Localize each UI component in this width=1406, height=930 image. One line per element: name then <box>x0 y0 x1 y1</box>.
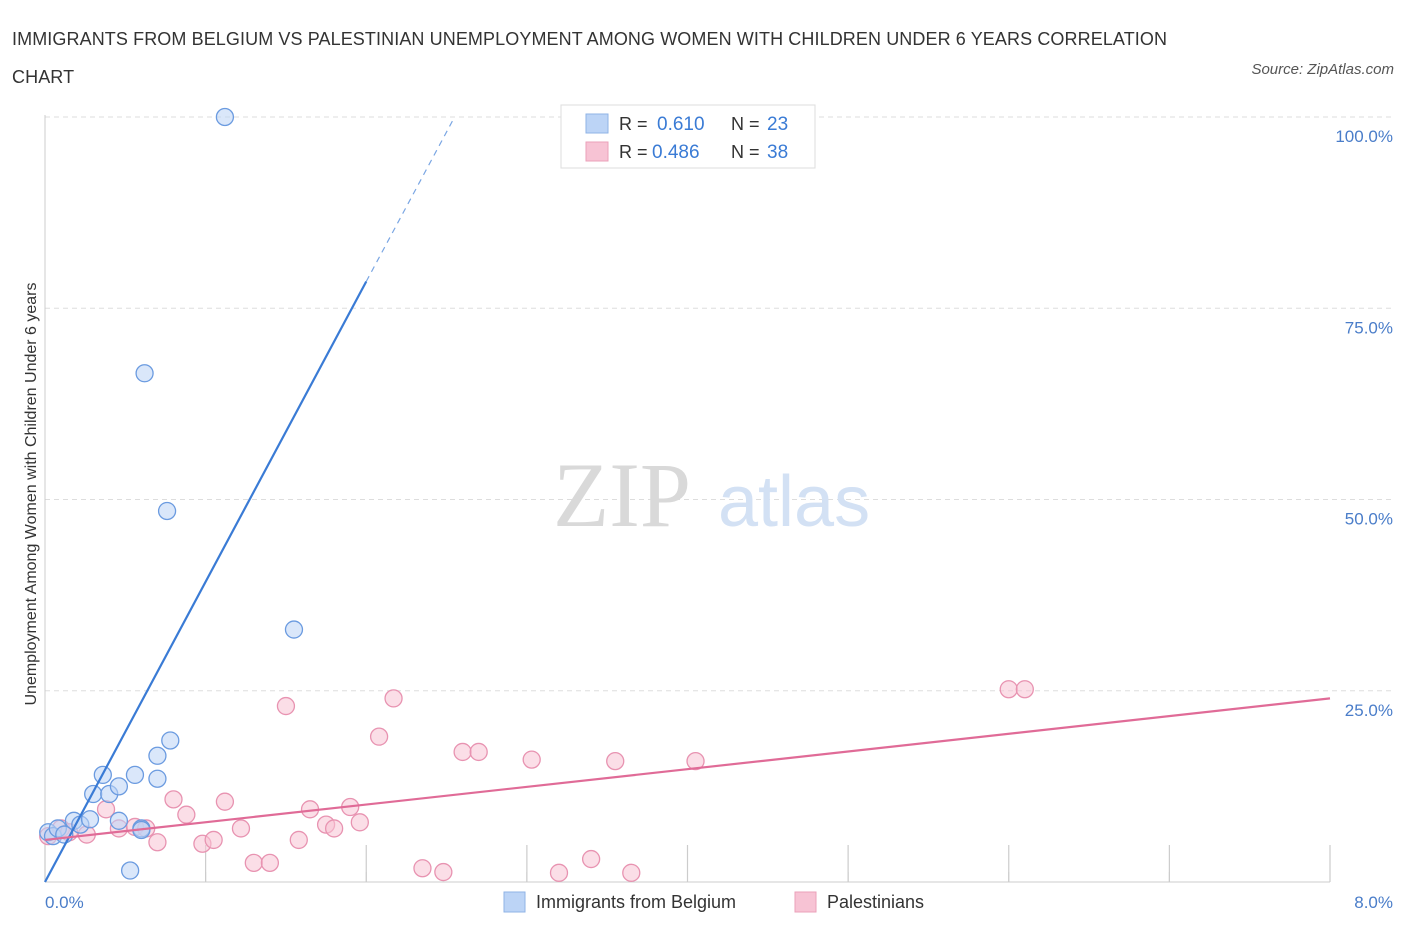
palestinians-point <box>369 727 389 746</box>
belgium-point <box>125 765 145 785</box>
palestinians-point <box>324 819 344 838</box>
palestinians-point <box>204 830 223 850</box>
stats-n-label-palestinians: N = <box>731 142 760 162</box>
palestinians-point <box>350 813 369 832</box>
belgium-point <box>157 501 177 521</box>
belgium-point <box>284 620 304 639</box>
palestinians-point <box>413 859 432 878</box>
stats-n-label-belgium: N = <box>731 114 760 134</box>
palestinians-point <box>434 862 453 882</box>
stats-r-label-palestinians: R = <box>619 142 648 162</box>
legend-label-palestinians: Palestinians <box>827 892 924 912</box>
x-axis-ticks <box>44 845 1331 882</box>
palestinians-point <box>606 751 625 771</box>
palestinians-point <box>260 853 280 873</box>
palestinians-point <box>999 680 1018 699</box>
belgium-point <box>109 777 129 796</box>
y-tick-label: 50.0% <box>1345 510 1393 529</box>
source-label: Source: ZipAtlas.com <box>1251 61 1394 78</box>
belgium-point <box>161 731 180 750</box>
stats-r-label-belgium: R = <box>619 114 648 134</box>
chart-title: IMMIGRANTS FROM BELGIUM VS PALESTINIAN U… <box>12 29 1168 87</box>
belgium-trend-extension <box>365 116 456 282</box>
belgium-point <box>120 861 140 880</box>
x-tick-label-max: 8.0% <box>1354 893 1393 912</box>
palestinians-points <box>39 680 1034 882</box>
stats-r-value-palestinians: 0.486 <box>652 142 700 163</box>
stats-swatch-belgium <box>585 113 609 134</box>
trend-lines <box>44 116 1331 883</box>
watermark-atlas: atlas <box>718 462 870 542</box>
stats-n-value-palestinians: 38 <box>767 142 788 163</box>
stats-n-value-belgium: 23 <box>767 114 788 135</box>
belgium-trend-line <box>44 280 368 883</box>
belgium-point <box>80 810 100 829</box>
palestinians-point <box>549 863 569 882</box>
y-tick-label: 25.0% <box>1345 701 1393 720</box>
palestinians-point <box>164 790 183 809</box>
legend-label-belgium: Immigrants from Belgium <box>536 892 736 912</box>
palestinians-point <box>453 742 472 762</box>
belgium-point <box>215 107 235 127</box>
belgium-points <box>39 107 304 880</box>
y-tick-label: 100.0% <box>1335 127 1393 146</box>
series-legend: Immigrants from Belgium Palestinians <box>503 891 924 913</box>
palestinians-point <box>148 833 167 852</box>
palestinians-point <box>276 696 296 716</box>
y-tick-labels: 25.0% 50.0% 75.0% 100.0% <box>1335 127 1393 720</box>
stats-legend: R = 0.610 N = 23 R = 0.486 N = 38 <box>560 104 816 169</box>
palestinians-point <box>231 819 251 838</box>
legend-swatch-belgium <box>503 891 526 913</box>
palestinians-point <box>177 805 196 824</box>
x-tick-label-min: 0.0% <box>45 893 84 912</box>
palestinians-point <box>244 853 263 873</box>
belgium-point <box>135 364 154 383</box>
stats-swatch-palestinians <box>585 141 609 162</box>
gridlines <box>45 116 1393 692</box>
palestinians-point <box>622 863 641 882</box>
palestinians-point <box>1015 680 1034 699</box>
palestinians-point <box>686 751 705 771</box>
legend-swatch-palestinians <box>794 891 817 913</box>
palestinians-trend-line <box>44 697 1331 842</box>
palestinians-point <box>522 750 541 769</box>
palestinians-point <box>469 742 488 762</box>
belgium-point <box>109 811 129 830</box>
y-tick-label: 75.0% <box>1345 318 1393 337</box>
watermark-zip: ZIP <box>553 444 691 546</box>
palestinians-point <box>215 792 235 811</box>
palestinians-point <box>384 689 403 708</box>
belgium-point <box>148 746 167 765</box>
belgium-point <box>148 769 167 788</box>
stats-r-value-belgium: 0.610 <box>657 114 705 135</box>
y-axis-title: Unemployment Among Women with Children U… <box>23 282 40 705</box>
palestinians-point <box>581 849 601 869</box>
palestinians-point <box>289 830 308 850</box>
